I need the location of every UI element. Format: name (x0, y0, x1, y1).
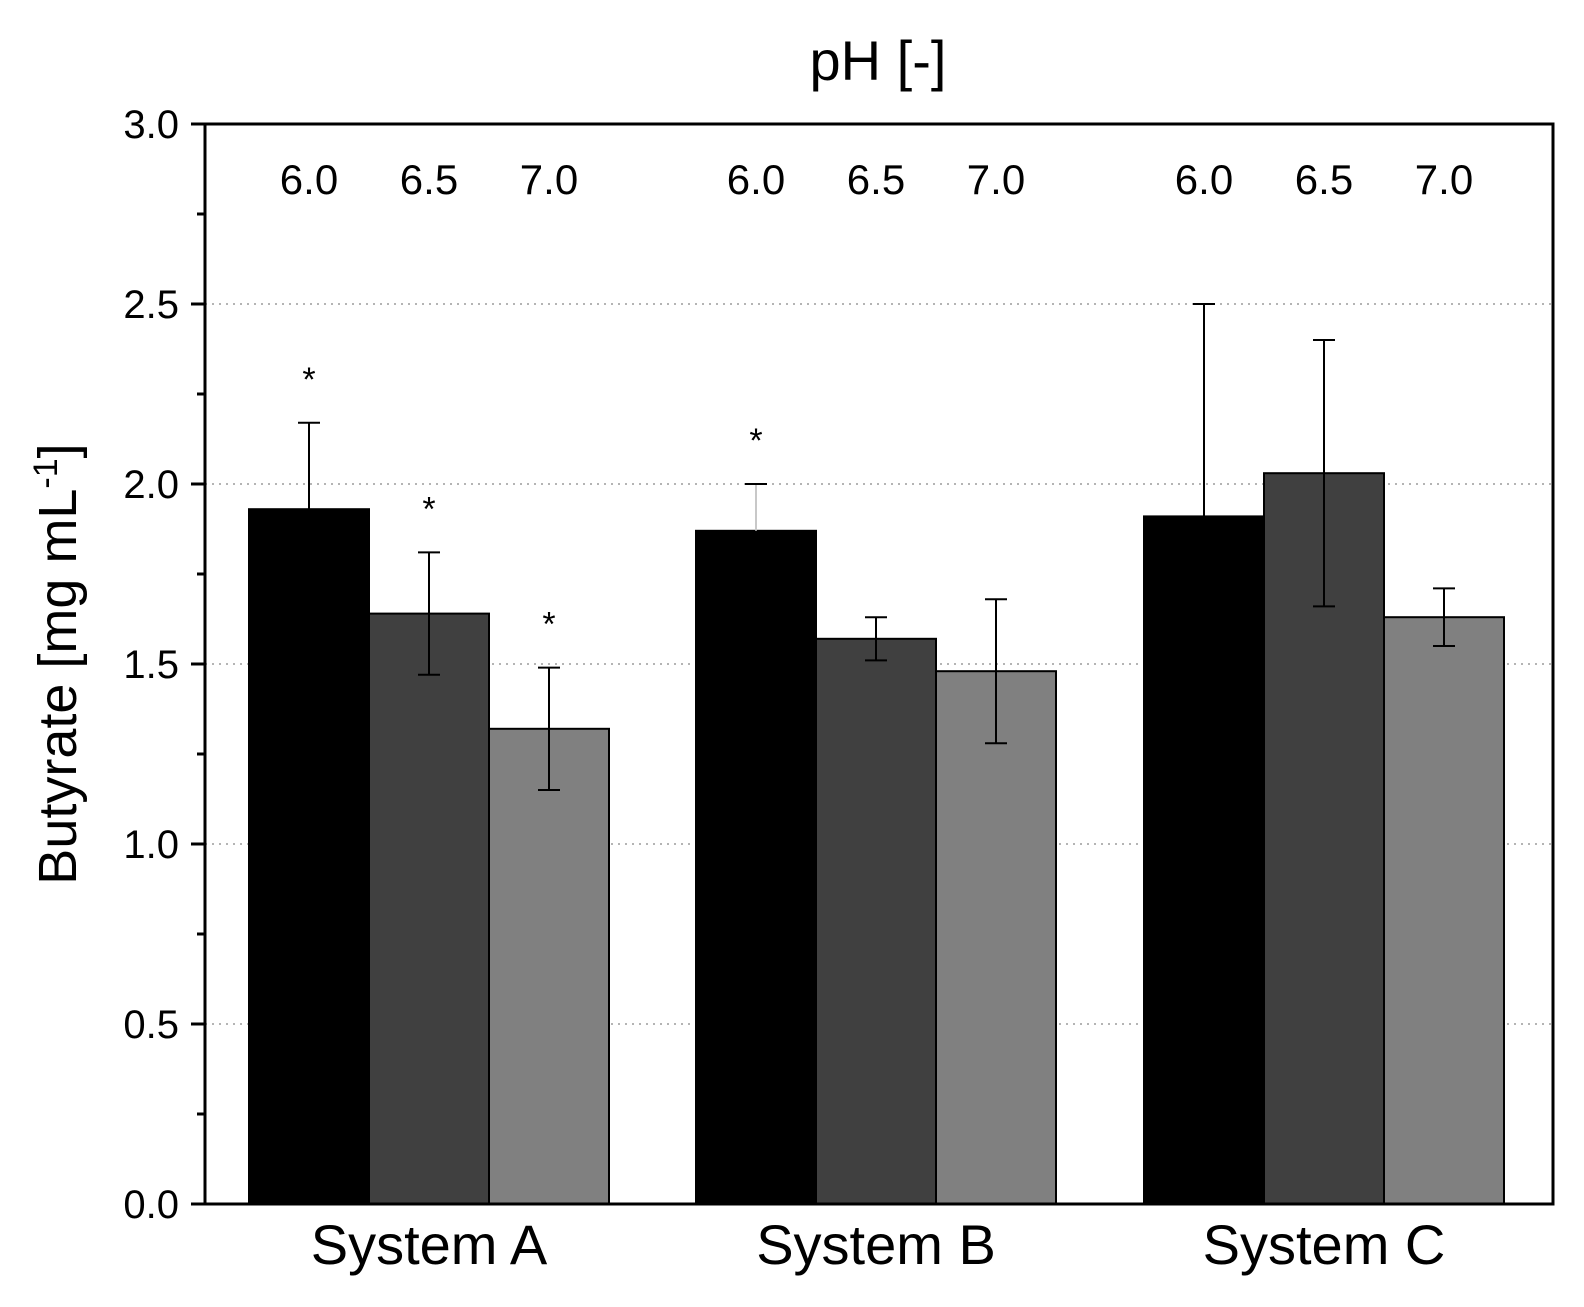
axes (191, 122, 1555, 1206)
y-tick-label: 2.5 (123, 283, 179, 327)
series-ph-label: 7.0 (1415, 156, 1473, 203)
top-axis-title: pH [-] (810, 29, 947, 92)
series-ph-label: 6.5 (400, 156, 458, 203)
significance-marker: * (302, 361, 315, 399)
error-bars (298, 303, 1455, 791)
significance-marker: * (542, 606, 555, 644)
y-axis-label-superscript: -1 (27, 458, 65, 488)
series-ph-label: 6.0 (727, 156, 785, 203)
y-axis-label-close: ] (28, 443, 88, 458)
series-ph-label: 6.5 (847, 156, 905, 203)
bars (248, 472, 1505, 1205)
y-tick-label: 2.0 (123, 463, 179, 507)
x-category-label: System A (311, 1213, 548, 1276)
series-ph-label: 7.0 (520, 156, 578, 203)
bar (1383, 616, 1505, 1205)
bar (695, 529, 817, 1205)
bar (248, 508, 370, 1205)
chart-text: pH [-] Butyrate [mg mL-1] * * * * 0.0 0.5 1.0 1… (27, 29, 1473, 1276)
y-axis-label: Butyrate [mg mL-1] (27, 443, 88, 884)
significance-marker: * (422, 490, 435, 528)
y-tick-label: 1.5 (123, 643, 179, 687)
x-category-label: System B (756, 1213, 996, 1276)
bar (935, 670, 1057, 1205)
series-ph-label: 7.0 (967, 156, 1025, 203)
bar (815, 637, 937, 1205)
bar (368, 612, 490, 1205)
significance-marker: * (749, 422, 762, 460)
bar (488, 727, 610, 1205)
y-tick-label: 0.0 (123, 1183, 179, 1227)
y-axis-label-main: Butyrate [mg mL (28, 489, 88, 885)
series-ph-label: 6.5 (1295, 156, 1353, 203)
y-tick-label: 3.0 (123, 103, 179, 147)
y-tick-label: 0.5 (123, 1003, 179, 1047)
y-tick-label: 1.0 (123, 823, 179, 867)
series-ph-label: 6.0 (280, 156, 338, 203)
x-category-label: System C (1203, 1213, 1446, 1276)
series-ph-label: 6.0 (1175, 156, 1233, 203)
